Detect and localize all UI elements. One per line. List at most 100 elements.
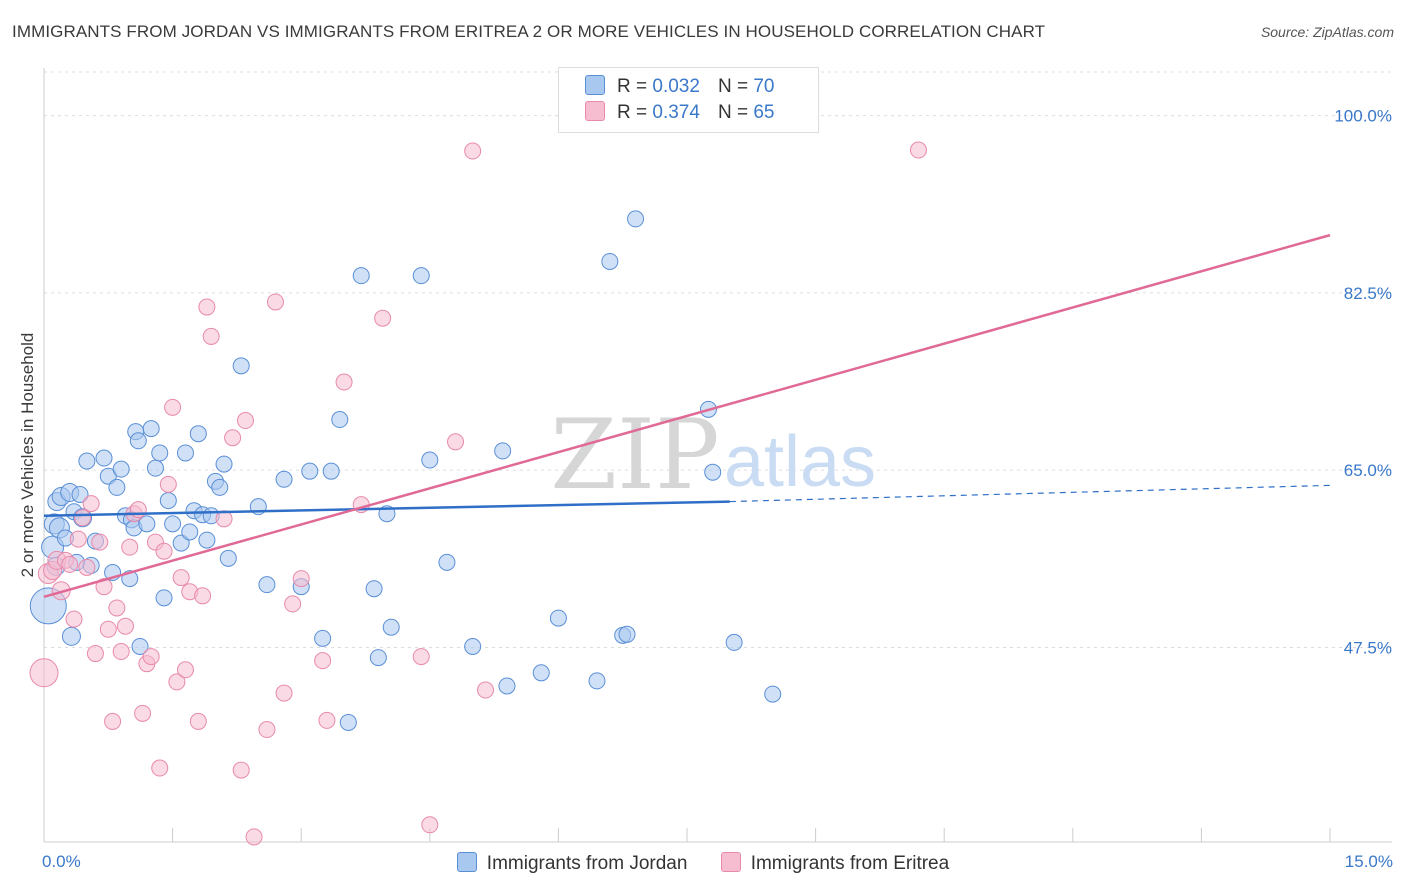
point-jordan: [498, 677, 516, 695]
point-jordan: [95, 449, 113, 467]
point-eritrea: [121, 538, 139, 556]
legend-label-eritrea: Immigrants from Eritrea: [750, 853, 950, 874]
point-eritrea: [112, 643, 130, 661]
point-jordan: [331, 411, 349, 429]
point-jordan: [421, 451, 439, 469]
point-eritrea: [258, 721, 276, 739]
point-eritrea: [335, 373, 353, 391]
legend-r-eritrea: 0.374: [652, 102, 700, 123]
x-tick-min: 0.0%: [42, 852, 81, 871]
point-jordan: [275, 470, 293, 488]
legend-n-eritrea: 65: [753, 102, 775, 123]
point-eritrea: [318, 711, 336, 729]
point-jordan: [704, 463, 722, 481]
point-jordan: [412, 267, 430, 285]
point-eritrea: [245, 828, 263, 846]
point-eritrea: [134, 704, 152, 722]
point-eritrea: [464, 142, 482, 160]
point-jordan: [131, 637, 149, 655]
point-jordan: [78, 452, 96, 470]
point-eritrea: [189, 712, 207, 730]
point-jordan: [369, 649, 387, 667]
chart-title: IMMIGRANTS FROM JORDAN VS IMMIGRANTS FRO…: [12, 22, 1046, 41]
axes: [43, 68, 1392, 843]
y-tick-label: 82.5%: [1344, 284, 1392, 303]
point-eritrea: [164, 398, 182, 416]
point-jordan: [258, 576, 276, 594]
point-eritrea: [69, 530, 87, 548]
point-jordan: [215, 455, 233, 473]
y-tick-label: 47.5%: [1344, 638, 1392, 657]
watermark-zip: ZIP: [550, 399, 719, 511]
point-eritrea: [194, 587, 212, 605]
point-eritrea: [292, 570, 310, 588]
point-jordan: [618, 625, 636, 643]
legend-item-jordan[interactable]: Immigrants from Jordan: [456, 852, 687, 875]
point-eritrea: [104, 712, 122, 730]
trend-line-jordan: [43, 500, 730, 518]
point-eritrea: [224, 429, 242, 447]
series-legend: Immigrants from Jordan Immigrants from E…: [0, 852, 1406, 875]
legend-item-eritrea[interactable]: Immigrants from Eritrea: [720, 852, 950, 875]
point-eritrea: [65, 610, 83, 628]
point-jordan: [198, 531, 216, 549]
point-eritrea: [129, 501, 147, 519]
point-eritrea: [99, 620, 117, 638]
point-jordan: [232, 357, 250, 375]
point-jordan: [764, 685, 782, 703]
point-jordan: [301, 462, 319, 480]
point-eritrea: [447, 433, 465, 451]
watermark-atlas: atlas: [724, 422, 876, 502]
source-credit: Source: ZipAtlas.com: [1260, 24, 1394, 40]
point-jordan: [159, 492, 177, 510]
point-jordan: [155, 589, 173, 607]
point-eritrea: [168, 673, 186, 691]
watermark: ZIP atlas: [550, 399, 876, 511]
x-tick-max: 15.0%: [1344, 852, 1393, 871]
point-jordan: [365, 580, 383, 598]
point-eritrea: [477, 681, 495, 699]
point-eritrea: [266, 293, 284, 311]
point-eritrea: [232, 761, 250, 779]
point-eritrea: [284, 595, 302, 613]
point-jordan: [314, 629, 332, 647]
point-eritrea: [314, 652, 332, 670]
legend-swatch-jordan: [585, 75, 605, 95]
point-jordan: [382, 618, 400, 636]
point-eritrea: [421, 816, 439, 834]
point-eritrea: [176, 661, 194, 679]
legend-row-jordan: R = 0.032 N = 70: [585, 75, 774, 101]
point-jordan: [164, 515, 182, 533]
point-jordan: [189, 425, 207, 443]
point-jordan: [352, 267, 370, 285]
legend-swatch-jordan: [456, 852, 477, 872]
legend-swatch-eritrea: [585, 101, 605, 121]
trend-line-eritrea: [43, 233, 1331, 599]
point-eritrea: [202, 327, 220, 345]
point-jordan: [532, 664, 550, 682]
point-jordan: [725, 633, 743, 651]
point-eritrea: [116, 617, 134, 635]
point-eritrea: [412, 648, 430, 666]
point-jordan: [627, 210, 645, 228]
y-axis-label: 2 or more Vehicles in Household: [18, 332, 37, 578]
point-jordan: [146, 459, 164, 477]
point-eritrea: [159, 475, 177, 493]
point-eritrea: [91, 533, 109, 551]
point-jordan: [464, 637, 482, 655]
point-eritrea: [108, 599, 126, 617]
point-eritrea: [172, 569, 190, 587]
legend-r-jordan: 0.032: [652, 76, 700, 97]
point-eritrea: [198, 298, 216, 316]
point-jordan: [601, 252, 619, 270]
trend-line-jordan-extension: [729, 484, 1331, 503]
y-tick-label: 65.0%: [1344, 461, 1392, 480]
legend-swatch-eritrea: [720, 852, 741, 872]
point-jordan: [339, 713, 357, 731]
legend-n-label: N =: [717, 76, 749, 97]
point-eritrea: [236, 412, 254, 430]
point-jordan: [61, 626, 81, 646]
point-eritrea: [29, 658, 59, 688]
point-jordan: [108, 478, 126, 496]
